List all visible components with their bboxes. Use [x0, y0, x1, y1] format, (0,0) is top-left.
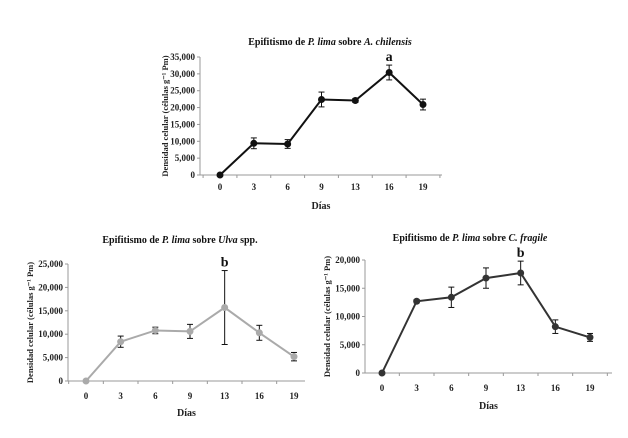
- data-point: [551, 323, 559, 331]
- x-tick-label: 16: [255, 391, 265, 401]
- data-point: [151, 326, 159, 334]
- y-tick-label: 35,000: [170, 52, 195, 62]
- data-point: [482, 274, 490, 282]
- x-tick-label: 9: [319, 182, 324, 192]
- y-tick-label: 0: [59, 376, 64, 386]
- y-tick-label: 20,000: [38, 282, 63, 292]
- y-tick-label: 5,000: [43, 353, 64, 363]
- series-line: [219, 71, 424, 176]
- data-point: [586, 333, 594, 341]
- x-tick-label: 19: [586, 383, 596, 393]
- y-tick-label: 30,000: [170, 69, 195, 79]
- y-tick-label: 20,000: [335, 255, 360, 265]
- data-point: [117, 338, 125, 346]
- title-segment: sobre: [480, 233, 508, 244]
- x-tick-label: 13: [516, 383, 526, 393]
- title-segment: P. lima: [162, 235, 190, 246]
- title-segment: P. lima: [308, 37, 336, 48]
- data-point: [216, 171, 224, 179]
- y-tick-label: 0: [356, 368, 361, 378]
- title-segment: spp.: [238, 235, 259, 246]
- x-tick-label: 6: [153, 391, 158, 401]
- data-point: [250, 139, 258, 147]
- data-point: [413, 297, 421, 305]
- y-tick-label: 15,000: [38, 306, 63, 316]
- data-point: [318, 95, 325, 103]
- title-segment: Epifitismo de: [248, 37, 307, 48]
- y-tick-label: 5,000: [340, 340, 361, 350]
- x-tick-label: 3: [414, 383, 419, 393]
- y-tick-label: 10,000: [335, 312, 360, 322]
- data-point: [284, 140, 292, 148]
- data-point: [385, 69, 393, 77]
- data-point: [290, 353, 298, 361]
- y-tick-label: 25,000: [170, 86, 195, 96]
- y-axis-label: Densidad celular (células g⁻¹ Pm): [25, 262, 35, 383]
- significance-letter: a: [386, 50, 393, 65]
- title-segment: sobre: [336, 37, 364, 48]
- data-point: [82, 377, 90, 385]
- x-tick-label: 3: [118, 391, 123, 401]
- y-tick-label: 10,000: [170, 136, 195, 146]
- title-segment: Ulva: [218, 235, 237, 246]
- x-tick-label: 16: [385, 182, 395, 192]
- chart-title: Epifitismo de P. lima sobre Ulva spp.: [102, 235, 258, 246]
- x-tick-label: 16: [551, 383, 561, 393]
- series-line: [85, 306, 295, 382]
- data-point: [378, 369, 386, 377]
- y-tick-label: 15,000: [335, 283, 360, 293]
- chart-title: Epifitismo de P. lima sobre A. chilensis: [248, 37, 412, 48]
- x-tick-label: 3: [252, 182, 257, 192]
- chart-panel: Epifitismo de P. lima sobre Ulva spp. 0 5,…: [25, 235, 305, 419]
- x-tick-label: 6: [285, 182, 290, 192]
- y-tick-label: 10,000: [38, 329, 63, 339]
- data-point: [186, 327, 194, 335]
- x-axis-label: Días: [479, 401, 498, 412]
- y-tick-label: 5,000: [175, 153, 196, 163]
- x-axis-label: Días: [177, 408, 196, 419]
- data-point: [447, 293, 455, 301]
- chart-panel: Epifitismo de P. lima sobre A. chilensis…: [160, 37, 442, 212]
- x-tick-label: 6: [449, 383, 454, 393]
- y-tick-label: 20,000: [170, 103, 195, 113]
- x-tick-label: 0: [218, 182, 223, 192]
- x-tick-label: 19: [290, 391, 300, 401]
- data-point: [255, 329, 263, 337]
- significance-letter: b: [221, 256, 229, 271]
- title-segment: Epifitismo de: [102, 235, 161, 246]
- data-point: [221, 304, 229, 312]
- y-axis-label: Densidad celular (células g⁻¹ Pm): [160, 55, 170, 176]
- x-tick-label: 0: [84, 391, 89, 401]
- y-tick-label: 0: [191, 170, 196, 180]
- chart-panel: Epifitismo de P. lima sobre C. fragile 0 5…: [322, 233, 612, 412]
- x-tick-label: 0: [380, 383, 385, 393]
- x-tick-label: 13: [351, 182, 361, 192]
- significance-letter: b: [517, 246, 525, 261]
- title-segment: C. fragile: [508, 233, 547, 244]
- data-point: [351, 96, 359, 104]
- y-tick-label: 15,000: [170, 119, 195, 129]
- y-axis-label: Densidad celular (células g⁻¹ Pm): [322, 256, 332, 377]
- x-tick-label: 9: [188, 391, 193, 401]
- title-segment: sobre: [190, 235, 218, 246]
- title-segment: Epifitismo de: [393, 233, 452, 244]
- chart-title: Epifitismo de P. lima sobre C. fragile: [393, 233, 548, 244]
- data-point: [419, 101, 427, 109]
- x-axis-label: Días: [312, 201, 331, 212]
- title-segment: P. lima: [452, 233, 480, 244]
- x-tick-label: 19: [419, 182, 429, 192]
- title-segment: A. chilensis: [363, 37, 412, 48]
- data-point: [517, 269, 525, 277]
- x-tick-label: 9: [484, 383, 489, 393]
- y-tick-label: 25,000: [38, 259, 63, 269]
- x-tick-label: 13: [220, 391, 230, 401]
